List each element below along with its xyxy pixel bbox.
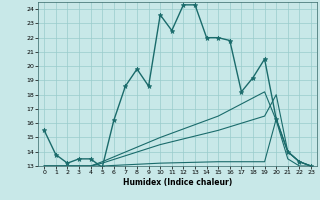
X-axis label: Humidex (Indice chaleur): Humidex (Indice chaleur) xyxy=(123,178,232,187)
